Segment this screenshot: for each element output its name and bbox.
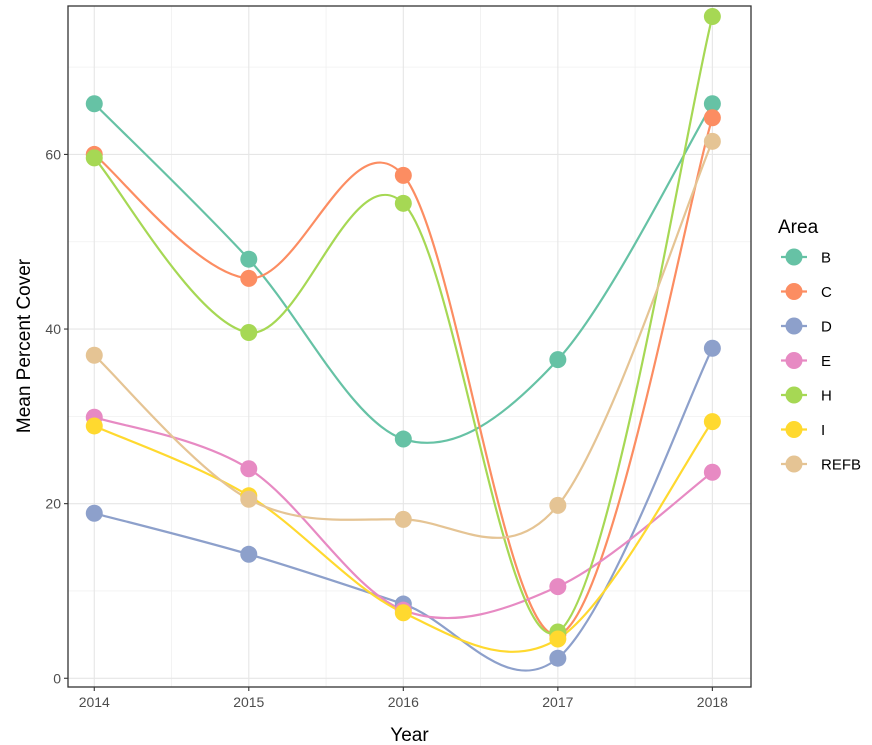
legend-key-point: [785, 248, 803, 266]
legend-item-h: H: [781, 386, 832, 405]
series-line-c: [93, 117, 714, 636]
legend-label: C: [821, 284, 832, 301]
point-refb-2015: [240, 490, 258, 508]
point-b-2014: [85, 95, 103, 113]
point-e-2017: [549, 578, 567, 596]
legend-item-d: D: [781, 317, 832, 336]
point-i-2018: [703, 413, 721, 431]
point-refb-2017: [549, 496, 567, 514]
point-d-2015: [240, 545, 258, 563]
point-refb-2018: [703, 132, 721, 150]
legend-label: REFB: [821, 457, 861, 474]
legend-label: B: [821, 250, 831, 267]
point-refb-2016: [394, 510, 412, 528]
legend-key-point: [785, 386, 803, 404]
plot-panel-border: [67, 5, 752, 688]
point-b-2018: [703, 95, 721, 113]
point-h-2014: [85, 149, 103, 167]
x-tick-label: 2014: [79, 694, 110, 710]
point-c-2016: [394, 166, 412, 184]
legend-label: E: [821, 353, 831, 370]
legend-label: H: [821, 388, 832, 405]
y-axis-ticks: 0 20 40 60: [45, 146, 68, 686]
data-points: [85, 7, 721, 667]
y-tick-label: 20: [45, 496, 61, 512]
point-c-2015: [240, 269, 258, 287]
x-tick-label: 2017: [542, 694, 573, 710]
x-axis-ticks: 2014 2015 2016 2017 2018: [79, 687, 728, 710]
point-c-2018: [703, 109, 721, 127]
y-axis-title: Mean Percent Cover: [14, 258, 35, 433]
legend-item-e: E: [781, 352, 831, 370]
legend-item-b: B: [781, 248, 831, 267]
point-refb-2014: [85, 346, 103, 364]
x-tick-label: 2018: [697, 694, 728, 710]
legend-title: Area: [778, 217, 819, 238]
grid: [68, 6, 751, 687]
point-i-2014: [85, 417, 103, 435]
point-i-2016: [394, 604, 412, 622]
y-tick-label: 40: [45, 321, 61, 337]
point-h-2016: [394, 194, 412, 212]
legend-key-point: [785, 283, 803, 300]
point-e-2015: [240, 460, 258, 478]
x-tick-label: 2015: [233, 694, 264, 710]
y-tick-label: 0: [53, 670, 61, 686]
legend-label: D: [821, 319, 832, 336]
point-b-2017: [549, 351, 567, 369]
legend-item-i: I: [781, 421, 825, 439]
point-d-2014: [85, 504, 103, 522]
point-d-2018: [703, 339, 721, 357]
point-e-2018: [703, 463, 721, 481]
legend-key-point: [785, 421, 803, 438]
legend-key-point: [785, 317, 803, 335]
series-line-d: [93, 347, 714, 672]
legend-item-c: C: [781, 283, 832, 301]
legend: Area BC DE HI REFB: [778, 217, 861, 474]
point-b-2015: [240, 250, 258, 268]
point-h-2018: [703, 7, 721, 25]
legend-key-point: [785, 455, 803, 473]
legend-label: I: [821, 422, 825, 439]
point-h-2015: [240, 324, 258, 342]
point-d-2017: [549, 649, 567, 667]
x-tick-label: 2016: [388, 694, 419, 710]
series-line-refb: [93, 140, 714, 539]
legend-item-refb: REFB: [781, 455, 861, 474]
legend-key-point: [785, 352, 803, 369]
x-axis-title: Year: [390, 725, 429, 745]
series-line-h: [93, 16, 714, 635]
point-i-2017: [549, 630, 567, 648]
y-tick-label: 60: [45, 146, 61, 162]
point-b-2016: [394, 430, 412, 448]
